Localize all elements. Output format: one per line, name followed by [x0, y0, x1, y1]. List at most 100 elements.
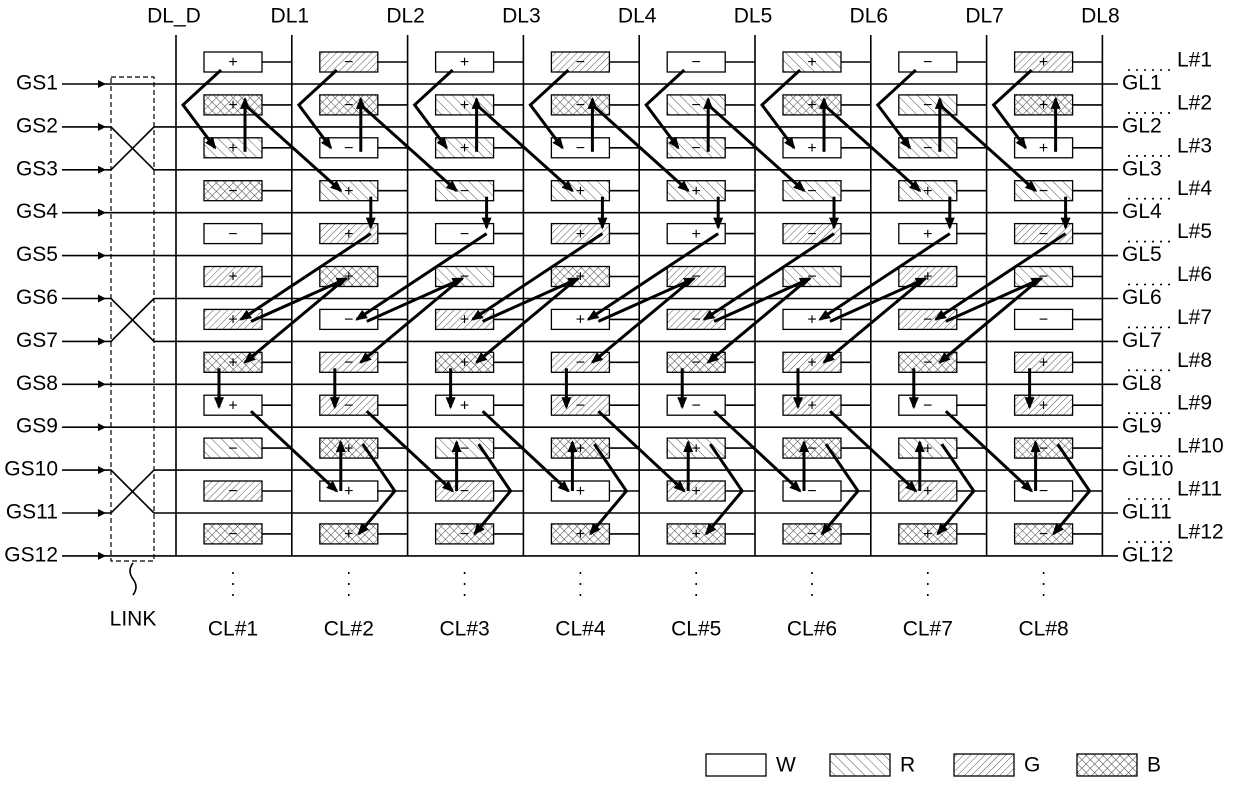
- line-label: L#4: [1177, 177, 1212, 200]
- pixel-sign: −: [576, 140, 585, 157]
- gate-signal-label: GS11: [6, 501, 58, 524]
- gate-line-label: GL11: [1122, 501, 1172, 524]
- line-label: L#5: [1177, 220, 1212, 243]
- pixel-sign: −: [807, 440, 816, 457]
- pixel-sign: +: [807, 312, 816, 329]
- pixel-sign: −: [923, 397, 932, 414]
- column-label: CL#3: [439, 618, 489, 641]
- line-label: L#9: [1177, 392, 1212, 415]
- gate-signal-label: GS4: [16, 200, 58, 223]
- gate-line-label: GL2: [1122, 114, 1162, 137]
- link-leader: [130, 563, 136, 595]
- pixel-sign: −: [807, 483, 816, 500]
- gate-line-label: GL3: [1122, 157, 1162, 180]
- line-label: L#7: [1177, 306, 1212, 329]
- data-line-label: DL7: [965, 5, 1004, 28]
- pixel-sign: +: [923, 526, 932, 543]
- pixel-sign: −: [807, 226, 816, 243]
- pixel-sign: +: [1039, 140, 1048, 157]
- gate-signal-label: GS12: [4, 543, 58, 566]
- line-label: L#6: [1177, 263, 1212, 286]
- legend-label: R: [900, 754, 915, 777]
- data-line-label: DL_D: [147, 5, 201, 28]
- gate-signal-label: GS8: [16, 372, 58, 395]
- gate-line-label: GL4: [1122, 200, 1162, 223]
- pixel-sign: −: [692, 355, 701, 372]
- pixel-sign: +: [807, 140, 816, 157]
- column-label: CL#7: [903, 618, 953, 641]
- pixel-sign: −: [692, 140, 701, 157]
- legend-swatch: [830, 754, 890, 776]
- pixel-sign: −: [1039, 526, 1048, 543]
- pixel-sign: −: [576, 355, 585, 372]
- pixel-sign: +: [228, 54, 237, 71]
- pixel-sign: +: [344, 526, 353, 543]
- column-label: CL#6: [787, 618, 837, 641]
- pixel-sign: +: [1039, 54, 1048, 71]
- pixel-sign: −: [344, 355, 353, 372]
- pixel-sign: +: [460, 312, 469, 329]
- pixel-sign: −: [228, 526, 237, 543]
- pixel-sign: +: [344, 226, 353, 243]
- pixel-sign: −: [460, 226, 469, 243]
- data-line-label: DL1: [271, 5, 310, 28]
- pixel-sign: −: [460, 183, 469, 200]
- pixel-sign: −: [344, 97, 353, 114]
- pixel-sign: +: [923, 440, 932, 457]
- pixel-sign: −: [1039, 312, 1048, 329]
- pixel-sign: −: [692, 269, 701, 286]
- pixel-sign: −: [228, 440, 237, 457]
- pixel-sign: +: [692, 226, 701, 243]
- pixel-sign: −: [460, 483, 469, 500]
- pixel-sign: −: [692, 54, 701, 71]
- pixel-sign: −: [1039, 483, 1048, 500]
- legend-swatch: [954, 754, 1014, 776]
- line-label: L#3: [1177, 134, 1212, 157]
- pixel-sign: +: [576, 312, 585, 329]
- pixel-sign: +: [228, 355, 237, 372]
- pixel-sign: +: [460, 397, 469, 414]
- pixel-sign: −: [460, 526, 469, 543]
- column-label: CL#1: [208, 618, 258, 641]
- pixel-sign: −: [923, 312, 932, 329]
- line-label: L#1: [1177, 49, 1212, 72]
- link-cross: [104, 127, 154, 170]
- data-line-label: DL8: [1081, 5, 1120, 28]
- pixel-sign: +: [807, 54, 816, 71]
- pixel-sign: −: [228, 226, 237, 243]
- pixel-sign: +: [460, 97, 469, 114]
- legend-swatch: [1077, 754, 1137, 776]
- column-label: CL#4: [555, 618, 606, 641]
- pixel-sign: +: [923, 269, 932, 286]
- pixel-sign: +: [228, 140, 237, 157]
- gate-signal-label: GS6: [16, 286, 58, 309]
- pixel-sign: −: [228, 183, 237, 200]
- gate-signal-label: GS3: [16, 157, 58, 180]
- pixel-sign: −: [576, 97, 585, 114]
- pixel-sign: −: [344, 397, 353, 414]
- pixel-sign: −: [923, 355, 932, 372]
- pixel-sign: +: [576, 269, 585, 286]
- line-label: L#8: [1177, 349, 1212, 372]
- pixel-sign: −: [692, 312, 701, 329]
- diagram: LINK DL_DDL1DL2DL3DL4DL5DL6DL7DL8GL1GS1L…: [0, 0, 1240, 787]
- pixel-sign: −: [807, 526, 816, 543]
- gate-signal-label: GS10: [4, 458, 58, 481]
- gate-line-label: GL6: [1122, 286, 1162, 309]
- pixel-sign: +: [460, 54, 469, 71]
- data-line-label: DL6: [850, 5, 889, 28]
- pixel-sign: −: [1039, 269, 1048, 286]
- pixel-sign: −: [1039, 183, 1048, 200]
- line-label: L#12: [1177, 520, 1224, 543]
- line-label: L#10: [1177, 435, 1224, 458]
- pixel-sign: −: [344, 140, 353, 157]
- legend-swatch: [706, 754, 766, 776]
- gate-signal-label: GS5: [16, 243, 58, 266]
- pixel-sign: +: [344, 269, 353, 286]
- pixel-sign: +: [923, 483, 932, 500]
- pixel-sign: +: [576, 483, 585, 500]
- pixel-sign: −: [923, 54, 932, 71]
- pixel-sign: +: [228, 269, 237, 286]
- data-line-label: DL2: [386, 5, 425, 28]
- gate-line-label: GL12: [1122, 543, 1173, 566]
